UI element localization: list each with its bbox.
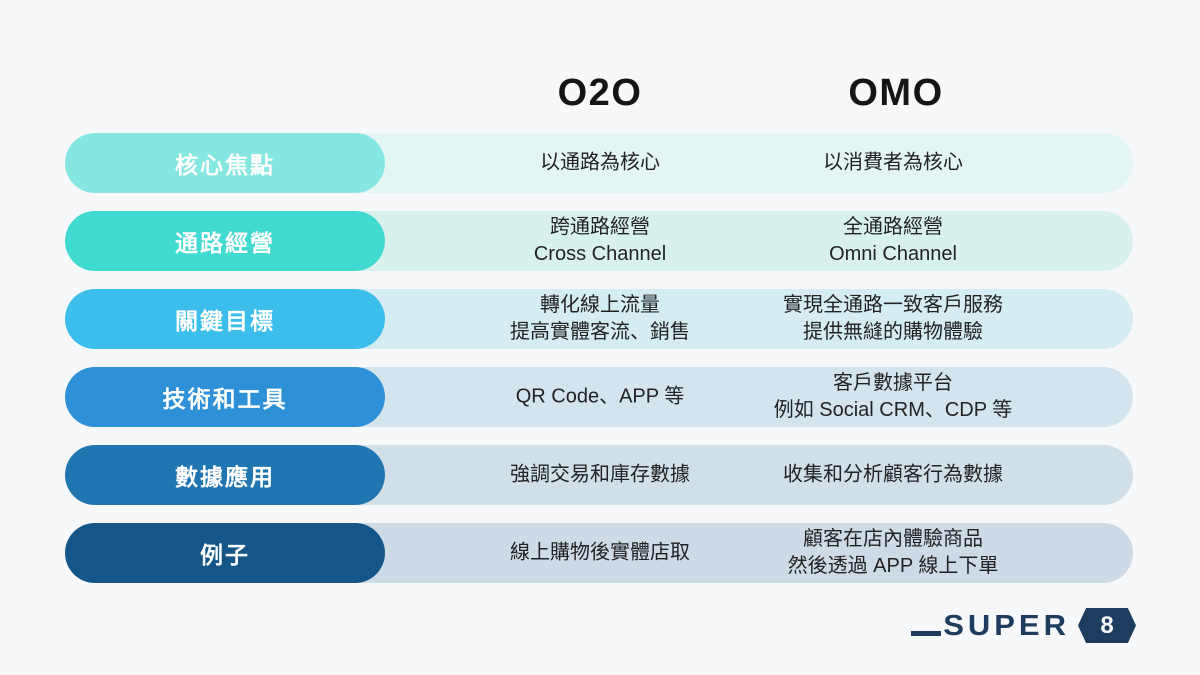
cell-line: 例如 Social CRM、CDP 等 <box>773 399 1013 421</box>
cell-line: 顧客在店內體驗商品 <box>803 528 983 550</box>
cell-line: 強調交易和庫存數據 <box>510 463 690 486</box>
logo-badge-number: 8 <box>1100 611 1114 639</box>
comparison-table: 核心焦點 以通路為核心 以消費者為核心 通路經營 跨通路經營 Cross Chan… <box>0 133 1200 601</box>
cell-line: 提供無縫的購物體驗 <box>803 321 983 343</box>
cell-o2o: QR Code、APP 等 <box>516 384 685 411</box>
cell-o2o: 線上購物後實體店取 <box>510 540 690 567</box>
row-label-pill: 技術和工具 <box>65 367 385 427</box>
cell-line: 轉化線上流量 <box>540 294 660 316</box>
table-row: 例子 線上購物後實體店取 顧客在店內體驗商品 然後透過 APP 線上下單 <box>0 523 1200 583</box>
column-header-omo: OMO <box>848 72 944 114</box>
cell-line: 線上購物後實體店取 <box>510 541 690 564</box>
table-row: 通路經營 跨通路經營 Cross Channel 全通路經營 Omni Channe… <box>0 211 1200 271</box>
cell-line: 提高實體客流、銷售 <box>510 321 690 343</box>
cell-line: 跨通路經營 <box>549 216 650 238</box>
row-label: 數據應用 <box>175 464 275 490</box>
row-label: 關鍵目標 <box>175 308 275 334</box>
logo-underline-bar <box>911 631 942 636</box>
cell-line: 然後透過 APP 線上下單 <box>787 555 999 577</box>
cell-omo: 實現全通路一致客戶服務 提供無縫的購物體驗 <box>783 292 1003 346</box>
row-label: 例子 <box>200 542 250 568</box>
cell-line: 收集和分析顧客行為數據 <box>783 463 1003 486</box>
cell-o2o: 跨通路經營 Cross Channel <box>534 214 666 268</box>
logo-8-badge-icon: 8 <box>1078 608 1136 643</box>
cell-line: Omni Channel <box>829 243 957 265</box>
cell-omo: 全通路經營 Omni Channel <box>829 214 957 268</box>
row-label-pill: 例子 <box>65 523 385 583</box>
cell-o2o: 轉化線上流量提高實體客流、銷售 <box>510 292 690 346</box>
row-label-pill: 核心焦點 <box>65 133 385 193</box>
cell-line: QR Code、APP 等 <box>515 385 685 408</box>
table-row: 數據應用 強調交易和庫存數據 收集和分析顧客行為數據 <box>0 445 1200 505</box>
logo-wordmark: SUPER <box>943 609 1070 642</box>
table-row: 關鍵目標 轉化線上流量提高實體客流、銷售 實現全通路一致客戶服務 提供無縫的購物體… <box>0 289 1200 349</box>
cell-omo: 收集和分析顧客行為數據 <box>783 462 1003 489</box>
row-label: 通路經營 <box>175 230 275 256</box>
cell-line: 全通路經營 <box>843 216 943 238</box>
cell-line: 以通路為核心 <box>540 151 660 174</box>
row-label: 技術和工具 <box>162 386 288 412</box>
table-row: 核心焦點 以通路為核心 以消費者為核心 <box>0 133 1200 193</box>
cell-line: 客戶數據平台 <box>833 372 953 394</box>
table-row: 技術和工具 QR Code、APP 等 客戶數據平台例如 Social CRM、… <box>0 367 1200 427</box>
super8-logo: SUPER 8 <box>911 608 1136 643</box>
row-label-pill: 通路經營 <box>65 211 385 271</box>
row-label-pill: 關鍵目標 <box>65 289 385 349</box>
cell-o2o: 強調交易和庫存數據 <box>510 462 690 489</box>
cell-omo: 以消費者為核心 <box>823 150 963 177</box>
row-label: 核心焦點 <box>175 152 275 178</box>
column-header-o2o: O2O <box>557 72 643 114</box>
cell-line: 實現全通路一致客戶服務 <box>783 294 1003 316</box>
cell-omo: 客戶數據平台例如 Social CRM、CDP 等 <box>774 370 1013 424</box>
cell-o2o: 以通路為核心 <box>540 150 660 177</box>
row-label-pill: 數據應用 <box>65 445 385 505</box>
cell-line: 以消費者為核心 <box>823 151 963 174</box>
cell-line: Cross Channel <box>533 243 667 265</box>
cell-omo: 顧客在店內體驗商品 然後透過 APP 線上下單 <box>788 526 999 580</box>
